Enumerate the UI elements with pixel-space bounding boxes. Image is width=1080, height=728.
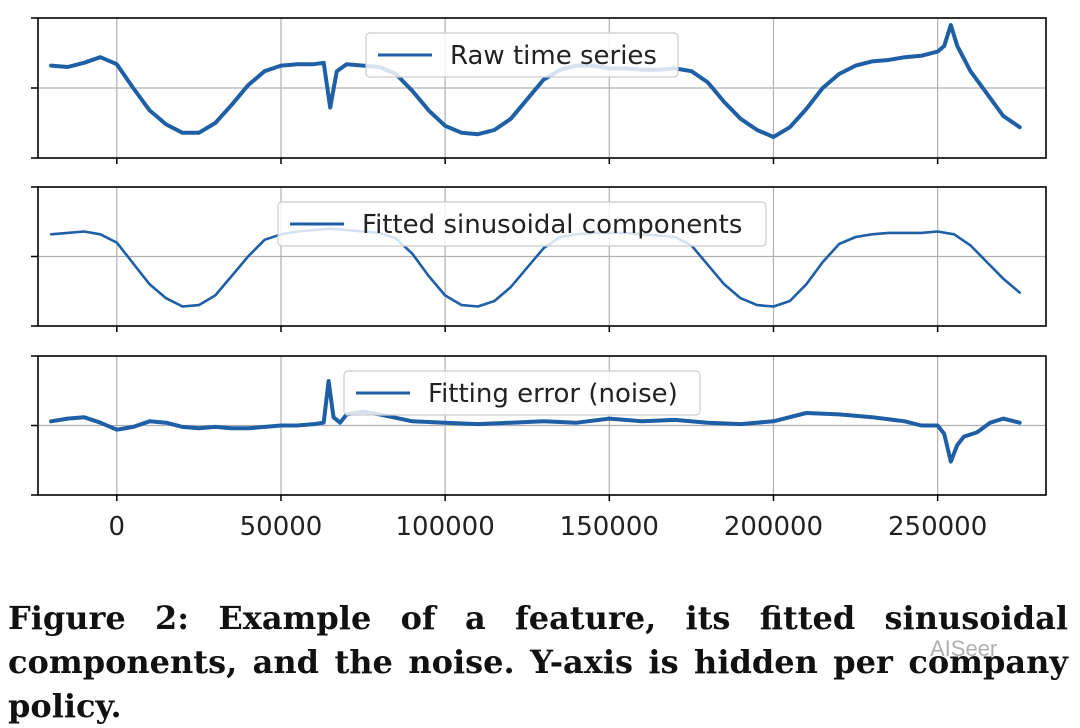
legend-label: Fitting error (noise) <box>428 379 678 409</box>
panel-raw-time-series: Raw time series <box>31 17 1047 164</box>
legend-box <box>365 32 679 78</box>
panel-fitted-components: Fitted sinusoidal components <box>31 186 1047 332</box>
legend-box <box>343 370 701 416</box>
x-tick-label: 250000 <box>888 512 987 542</box>
legend-label: Fitted sinusoidal components <box>362 210 742 240</box>
figure: Raw time series Fitted sinusoidal compon… <box>31 17 1047 542</box>
legend: Fitting error (noise) <box>343 370 701 416</box>
series-line <box>49 379 1022 464</box>
x-tick-label: 100000 <box>396 512 495 542</box>
legend: Raw time series <box>365 32 679 78</box>
x-axis: 0 50000 100000 150000 200000 250000 <box>109 512 988 542</box>
x-tick-label: 50000 <box>240 512 323 542</box>
panel-fitting-error: Fitting error (noise) <box>31 355 1047 501</box>
plot-frame <box>37 186 1047 327</box>
plot-frame <box>37 355 1047 496</box>
legend-label: Raw time series <box>450 41 657 71</box>
x-tick-label: 0 <box>109 512 126 542</box>
figure-caption: Figure 2: Example of a feature, its fitt… <box>8 599 1068 725</box>
x-tick-label: 200000 <box>724 512 823 542</box>
plot-frame <box>37 17 1047 159</box>
legend: Fitted sinusoidal components <box>277 201 767 247</box>
series-line <box>49 227 1021 308</box>
x-tick-label: 150000 <box>560 512 659 542</box>
series-line <box>49 23 1022 139</box>
legend-box <box>277 201 767 247</box>
watermark: AISeer <box>930 636 998 661</box>
